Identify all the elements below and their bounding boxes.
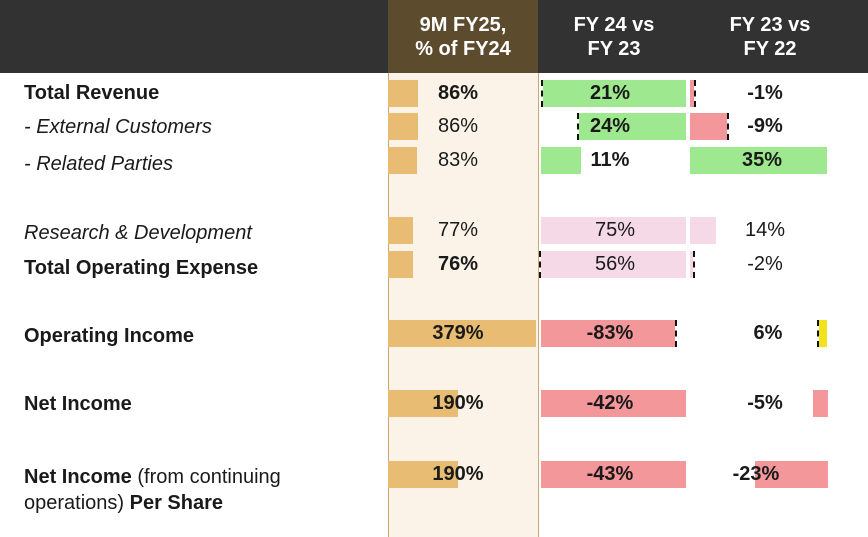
bar-fy24-net-income [541, 390, 686, 417]
bar-fy23-total-operating-expense [690, 251, 693, 278]
bar-fy24-total-revenue [543, 80, 686, 107]
marker-fy24-external-customers [577, 113, 579, 140]
bar-fy23-total-revenue [690, 80, 694, 107]
value-fy23-external-customers: -9% [747, 115, 783, 137]
value-fy24-research-development: 75% [594, 219, 636, 241]
value-fy24-total-revenue: 21% [589, 82, 631, 104]
marker-fy24-total-revenue [541, 80, 543, 107]
value-fy24-operating-income: -83% [586, 322, 634, 344]
row-label-net-income-per-share-line2: operations) Per Share [24, 491, 223, 515]
marker-fy23-total-operating-expense [693, 251, 695, 278]
marker-fy23-external-customers [727, 113, 729, 140]
value-9m-fy25-net-income: 190% [432, 392, 484, 414]
column-header-line: FY 23 vs [729, 13, 811, 36]
column-header-fy23-vs-fy22: FY 23 vs FY 22 [690, 0, 850, 73]
bar-fy23-net-income-per-share [755, 461, 828, 488]
value-fy23-related-parties: 35% [741, 149, 783, 171]
marker-fy23-operating-income [817, 320, 819, 347]
column-header-fy24-vs-fy23: FY 24 vs FY 23 [540, 0, 688, 73]
bar-fy24-net-income-per-share [541, 461, 686, 488]
row-label-net-income-per-share-line1: Net Income (from continuing [24, 465, 281, 489]
row-label-total-operating-expense: Total Operating Expense [24, 257, 259, 279]
column-header-line: FY 24 vs [573, 13, 655, 36]
value-fy23-total-revenue: -1% [747, 82, 783, 104]
row-label-related-parties: - Related Parties [24, 153, 173, 175]
row-label-part: (from continuing [131, 466, 281, 488]
bar-fy23-net-income [813, 390, 828, 417]
bar-fy23-related-parties [690, 147, 827, 174]
value-fy23-net-income: -5% [747, 392, 783, 414]
bar-fy24-research-development [541, 217, 686, 244]
row-label-net-income: Net Income [24, 393, 132, 415]
value-9m-fy25-total-revenue: 86% [437, 82, 479, 104]
row-label-external-customers: - External Customers [24, 116, 212, 138]
bar-9m-fy25-external-customers [388, 113, 418, 140]
column-header-line: FY 22 [743, 37, 797, 60]
bar-9m-fy25-net-income [388, 390, 458, 417]
column-header-line: % of FY24 [415, 37, 511, 60]
bar-9m-fy25-net-income-per-share [388, 461, 458, 488]
marker-fy23-total-revenue [694, 80, 696, 107]
value-fy23-net-income-per-share: -23% [732, 463, 780, 485]
row-label-research-development: Research & Development [24, 222, 252, 244]
value-9m-fy25-net-income-per-share: 190% [432, 463, 484, 485]
bar-fy24-related-parties [541, 147, 581, 174]
value-fy24-related-parties: 11% [590, 149, 630, 171]
value-9m-fy25-research-development: 77% [437, 219, 479, 241]
value-fy23-research-development: 14% [744, 219, 786, 241]
bar-9m-fy25-total-operating-expense [388, 251, 413, 278]
value-9m-fy25-total-operating-expense: 76% [437, 253, 479, 275]
row-label-part: Per Share [129, 492, 224, 514]
value-fy23-total-operating-expense: -2% [747, 253, 783, 275]
value-fy24-net-income: -42% [586, 392, 634, 414]
value-fy24-net-income-per-share: -43% [586, 463, 634, 485]
row-label-part: Net Income [24, 466, 132, 488]
value-9m-fy25-operating-income: 379% [432, 322, 484, 344]
column-header-line: FY 23 [587, 37, 641, 60]
bar-fy23-operating-income [819, 320, 827, 347]
bar-fy24-total-operating-expense [541, 251, 686, 278]
row-label-part: operations) [24, 492, 130, 514]
value-fy24-external-customers: 24% [589, 115, 631, 137]
marker-fy24-total-operating-expense [539, 251, 541, 278]
row-label-operating-income: Operating Income [24, 325, 195, 347]
bar-9m-fy25-total-revenue [388, 80, 418, 107]
column-header-9m-fy25: 9M FY25, % of FY24 [388, 0, 538, 73]
column-header-line: 9M FY25, [419, 13, 507, 36]
value-fy23-operating-income: 6% [753, 322, 783, 344]
value-9m-fy25-related-parties: 83% [437, 149, 479, 171]
row-label-total-revenue: Total Revenue [24, 82, 160, 104]
bar-9m-fy25-operating-income [388, 320, 536, 347]
bar-fy24-external-customers [579, 113, 686, 140]
bar-fy23-research-development [690, 217, 716, 244]
bar-9m-fy25-related-parties [388, 147, 417, 174]
marker-fy24-operating-income [675, 320, 677, 347]
bar-fy24-operating-income [541, 320, 675, 347]
bar-9m-fy25-research-development [388, 217, 413, 244]
value-fy24-total-operating-expense: 56% [594, 253, 636, 275]
value-9m-fy25-external-customers: 86% [437, 115, 479, 137]
bar-fy23-external-customers [690, 113, 727, 140]
